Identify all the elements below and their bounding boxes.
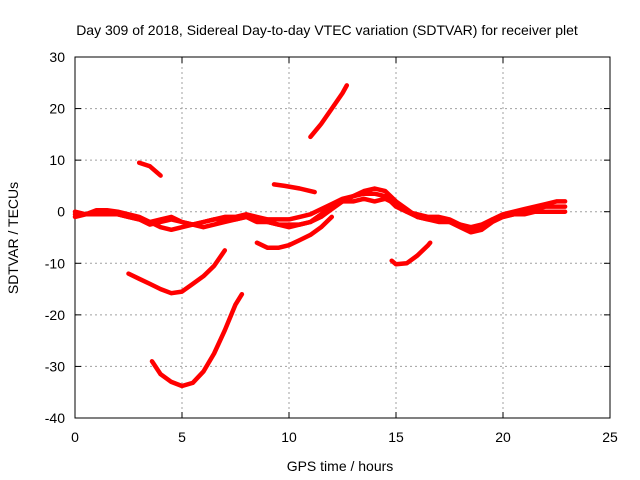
ticks-layer: 0 5 10 15 20 25 -40 -30 -20 -10 0 10 20 30 [45,49,618,445]
y-tick-label: -40 [45,410,65,426]
y-tick-label: 10 [49,152,65,168]
y-tick-label: -30 [45,358,65,374]
y-tick-label: 30 [49,49,65,65]
series-layer [72,83,568,389]
chart-title: Day 309 of 2018, Sidereal Day-to-day VTE… [76,22,578,38]
x-tick-label: 5 [178,429,186,445]
series-arc-7 [254,214,335,251]
y-tick-label: -20 [45,307,65,323]
series-arc-4 [136,160,163,178]
y-tick-label: 20 [49,101,65,117]
x-tick-label: 10 [281,429,297,445]
y-tick-label: 0 [57,204,65,220]
x-tick-label: 15 [388,429,404,445]
x-tick-label: 25 [602,429,618,445]
series-arc-6 [149,291,245,389]
y-axis-label: SDTVAR / TECUs [5,182,21,294]
series-arc-10 [389,240,433,267]
series-arc-5 [126,248,228,296]
x-tick-label: 20 [495,429,511,445]
y-tick-label: -10 [45,255,65,271]
series-arc-9 [308,83,350,140]
series-arc-baseline-3 [72,196,568,230]
series-arc-8 [271,182,317,195]
x-axis-label: GPS time / hours [287,458,394,474]
plot-frame [74,56,611,419]
x-tick-label: 0 [71,429,79,445]
